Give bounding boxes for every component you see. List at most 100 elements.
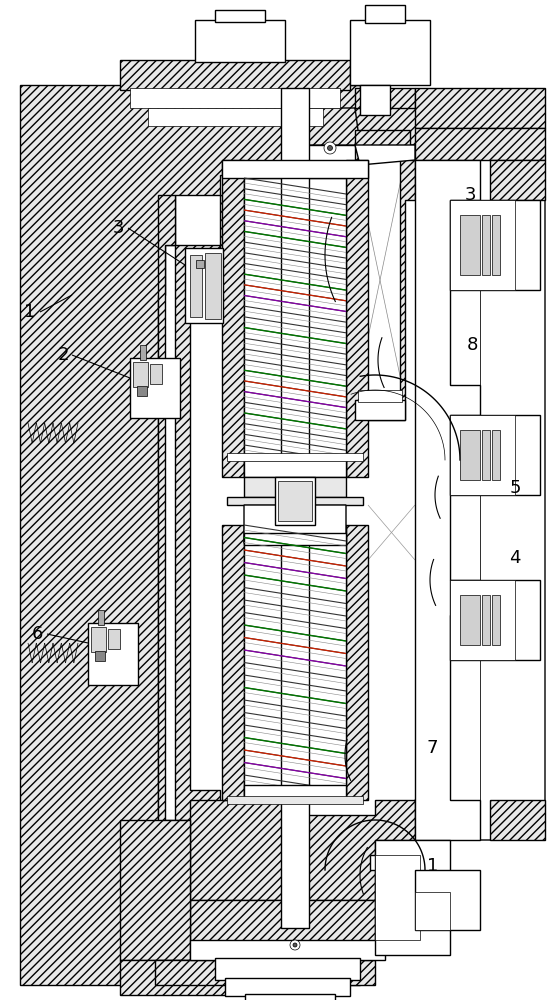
Bar (482, 595, 490, 645)
Bar (375, 840, 450, 955)
Bar (190, 940, 385, 960)
Bar (492, 430, 500, 480)
Polygon shape (220, 815, 285, 870)
Bar (346, 525, 368, 800)
Text: 3: 3 (112, 219, 124, 237)
Bar (244, 178, 346, 477)
Text: 7: 7 (427, 739, 438, 757)
Text: 1: 1 (427, 857, 439, 875)
Bar (375, 855, 420, 940)
Bar (460, 215, 480, 275)
Polygon shape (285, 108, 360, 145)
Bar (88, 623, 138, 685)
Bar (222, 160, 368, 178)
Text: 8: 8 (466, 336, 478, 354)
Polygon shape (175, 245, 220, 820)
Bar (244, 785, 346, 800)
Bar (355, 400, 405, 420)
Bar (148, 108, 323, 126)
Text: 5: 5 (509, 479, 521, 497)
Polygon shape (244, 505, 346, 543)
Bar (244, 477, 346, 497)
Bar (415, 128, 545, 160)
Bar (130, 358, 180, 418)
Bar (227, 453, 363, 461)
Bar (415, 870, 480, 930)
Bar (450, 415, 515, 495)
Bar (415, 200, 480, 800)
Bar (190, 255, 202, 317)
Bar (365, 5, 405, 23)
Polygon shape (355, 108, 430, 145)
Bar (108, 629, 120, 649)
Bar (91, 627, 106, 652)
Bar (227, 796, 363, 804)
Polygon shape (490, 160, 545, 200)
Bar (205, 253, 221, 319)
Bar (155, 960, 375, 985)
Bar (195, 20, 285, 62)
Circle shape (290, 940, 300, 950)
Polygon shape (190, 900, 375, 960)
Bar (450, 415, 540, 495)
Bar (133, 362, 148, 387)
Bar (120, 60, 350, 90)
Polygon shape (490, 800, 545, 840)
Polygon shape (415, 160, 545, 840)
Bar (360, 85, 390, 115)
Circle shape (324, 142, 336, 154)
Text: 6: 6 (31, 625, 42, 643)
Polygon shape (20, 85, 360, 985)
Bar (215, 10, 265, 22)
Bar (185, 248, 223, 323)
Bar (415, 892, 450, 930)
Polygon shape (415, 160, 480, 840)
Bar (130, 88, 340, 108)
Polygon shape (355, 145, 415, 165)
Bar (245, 994, 335, 1000)
Bar (120, 960, 285, 995)
Polygon shape (355, 130, 415, 420)
Bar (222, 160, 244, 477)
Polygon shape (220, 195, 285, 255)
Polygon shape (158, 195, 175, 870)
Bar (482, 430, 490, 480)
Bar (244, 525, 346, 800)
Bar (492, 595, 500, 645)
Text: 4: 4 (509, 549, 521, 567)
Circle shape (293, 943, 297, 947)
Bar (450, 200, 540, 290)
Bar (95, 651, 105, 661)
Bar (415, 88, 545, 128)
Bar (244, 460, 346, 477)
Bar (222, 525, 244, 800)
Bar (358, 390, 402, 402)
Bar (346, 160, 368, 477)
Bar (415, 200, 450, 800)
Bar (450, 580, 515, 660)
Text: 3: 3 (465, 186, 476, 204)
Bar (275, 477, 315, 525)
Bar (137, 386, 147, 396)
Bar (450, 580, 540, 660)
Text: 2: 2 (57, 346, 69, 364)
Bar (460, 595, 480, 645)
Bar (140, 345, 146, 360)
Text: 1: 1 (24, 303, 36, 321)
Polygon shape (355, 88, 415, 108)
Bar (450, 200, 515, 290)
Bar (278, 481, 312, 521)
Bar (215, 958, 360, 980)
Bar (150, 364, 162, 384)
Bar (98, 610, 104, 625)
Polygon shape (190, 800, 415, 900)
Bar (227, 497, 363, 505)
Bar (281, 88, 309, 928)
Bar (244, 533, 346, 545)
Bar (460, 430, 480, 480)
Bar (225, 978, 350, 996)
Bar (482, 215, 490, 275)
Circle shape (328, 145, 333, 150)
Bar (492, 215, 500, 275)
Bar (120, 820, 190, 960)
